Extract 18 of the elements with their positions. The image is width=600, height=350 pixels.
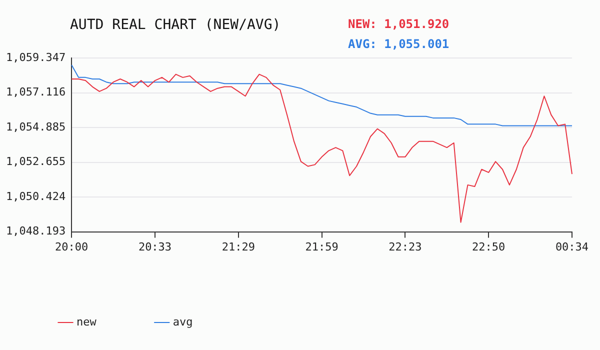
x-tick-label: 22:23: [388, 240, 422, 254]
x-tick-label: 20:00: [55, 240, 88, 254]
y-tick-label: 1,050.424: [6, 190, 66, 203]
x-tick-label: 21:29: [222, 240, 255, 254]
text: AVG: 1,055.001: [348, 37, 450, 51]
x-tick-label: 21:59: [305, 240, 338, 254]
chart-title: AUTD REAL CHART (NEW/AVG): [70, 17, 281, 33]
y-tick-label: 1,054.885: [6, 120, 66, 134]
y-tick-label: 1,052.655: [6, 155, 66, 168]
y-tick-label: 1,057.116: [6, 86, 66, 99]
y-tick-label: 1,048.193: [6, 224, 66, 238]
x-tick-label: 22:50: [472, 240, 506, 254]
y-tick-label: 1,059.347: [6, 50, 66, 64]
text: NEW: 1,051.920: [348, 17, 450, 31]
x-tick-label: 00:34: [555, 240, 589, 254]
legend-label: avg: [172, 315, 193, 328]
legend-label: new: [76, 315, 97, 328]
x-tick-label: 20:33: [138, 240, 172, 254]
